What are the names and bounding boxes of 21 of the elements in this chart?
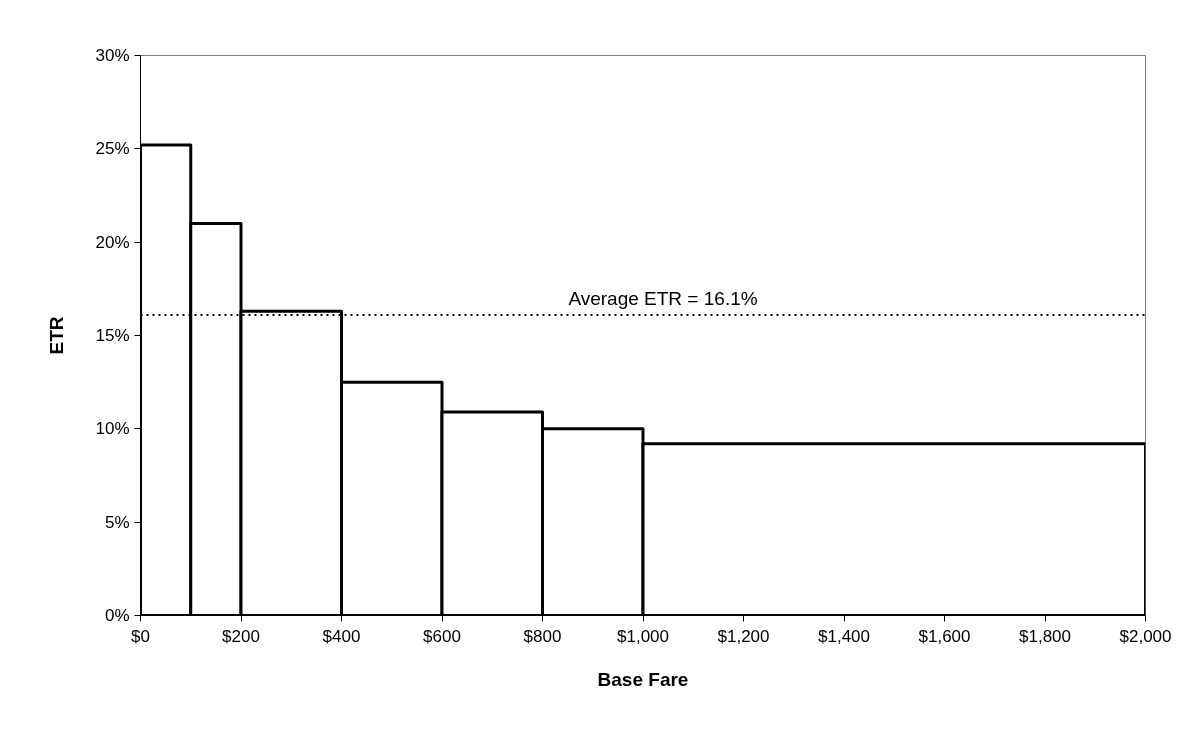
x-tick-label: $0 — [131, 626, 150, 646]
y-tick-label: 0% — [104, 606, 130, 625]
y-tick-label: 10% — [95, 419, 130, 439]
x-axis-title: Base Fare — [597, 668, 689, 690]
x-tick-label: $1,400 — [818, 626, 870, 646]
y-tick-label: 15% — [95, 326, 130, 345]
x-tick-label: $600 — [423, 626, 461, 646]
x-tick-label: $1,600 — [918, 626, 971, 646]
x-tick-label: $1,800 — [1019, 626, 1071, 646]
x-tick-label: $1,200 — [717, 626, 770, 646]
x-tick-label: $200 — [222, 626, 260, 646]
y-tick-label: 20% — [95, 232, 130, 252]
x-tick-label: $1,000 — [617, 626, 669, 646]
y-tick-label: 5% — [104, 512, 130, 532]
y-tick-label: 25% — [95, 139, 130, 159]
y-tick-label: 30% — [95, 46, 130, 65]
y-axis-title: ETR — [46, 316, 68, 355]
x-tick-label: $2,000 — [1119, 626, 1172, 646]
ref-line-label: Average ETR = 16.1% — [568, 287, 758, 309]
x-tick-label: $400 — [322, 626, 361, 646]
x-tick-label: $800 — [523, 626, 562, 646]
